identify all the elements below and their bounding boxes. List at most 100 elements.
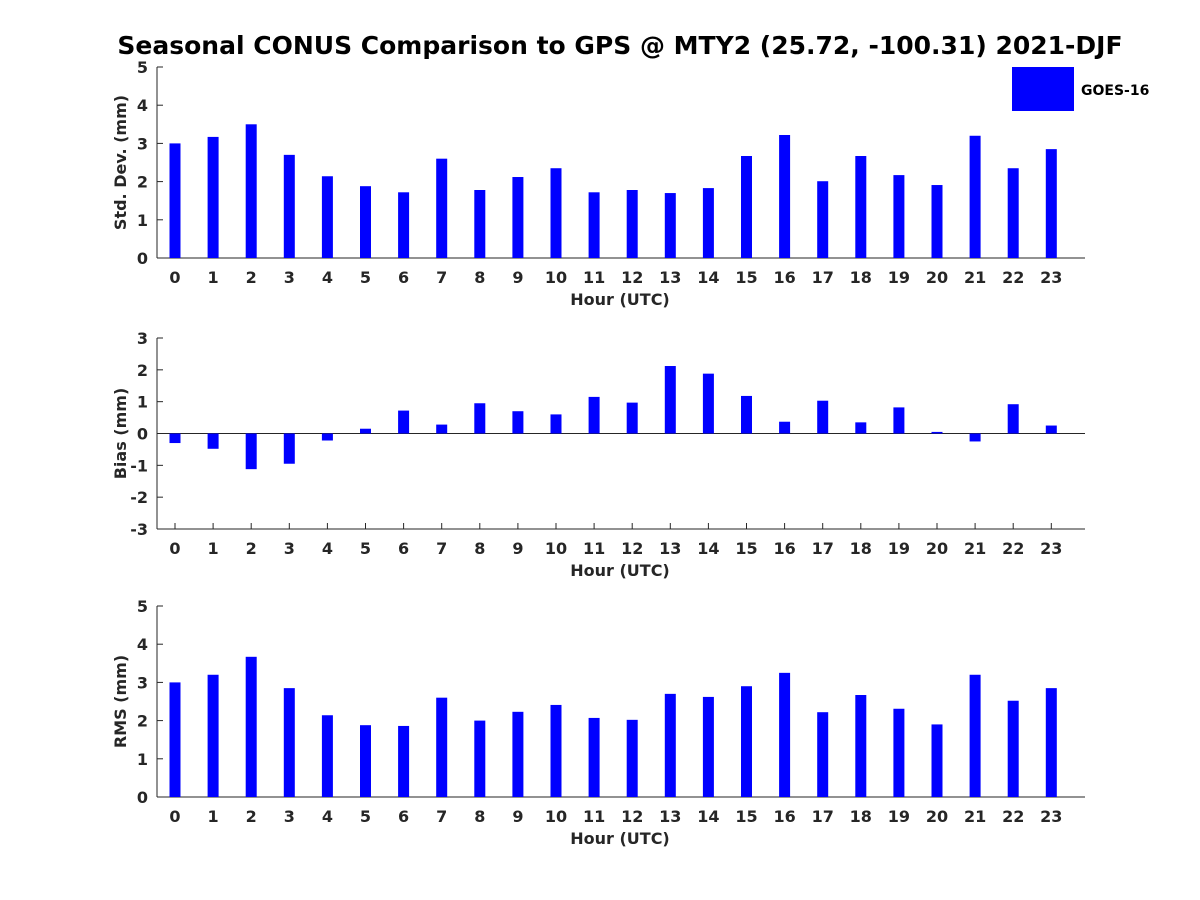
bias-bar (626, 402, 638, 434)
std-bar (1045, 149, 1057, 258)
std-ylabel: Std. Dev. (mm) (111, 95, 130, 230)
rms-xtick-label: 1 (208, 807, 219, 826)
bias-xtick-label: 21 (964, 539, 986, 558)
rms-xtick-label: 23 (1040, 807, 1062, 826)
bias-xtick-label: 9 (512, 539, 523, 558)
rms-xtick-label: 21 (964, 807, 986, 826)
rms-xtick-label: 16 (773, 807, 795, 826)
bias-xtick-label: 18 (850, 539, 872, 558)
rms-bar (474, 720, 486, 797)
rms-xtick-label: 11 (583, 807, 605, 826)
std-xtick-label: 21 (964, 268, 986, 287)
rms-bar (398, 725, 410, 797)
rms-bar (207, 674, 219, 797)
bias-xtick-label: 6 (398, 539, 409, 558)
rms-bar (321, 715, 333, 797)
rms-ytick-label: 5 (137, 597, 148, 616)
bias-bar (1007, 404, 1019, 434)
std-bar (360, 186, 371, 258)
rms-bar (360, 725, 371, 797)
bias-bar (169, 433, 181, 444)
rms-bar (626, 719, 638, 797)
bias-bar (283, 433, 295, 464)
std-xtick-label: 7 (436, 268, 447, 287)
std-bar (512, 177, 524, 258)
std-bar (931, 185, 943, 258)
bias-bar (817, 400, 829, 434)
rms-xtick-label: 4 (322, 807, 333, 826)
std-ytick-label: 1 (137, 211, 148, 230)
bias-bar (702, 373, 714, 434)
bias-xtick-label: 4 (322, 539, 333, 558)
std-xtick-label: 0 (169, 268, 180, 287)
bias-bar (931, 431, 943, 434)
rms-bar (283, 688, 295, 797)
std-xtick-label: 13 (659, 268, 681, 287)
rms-xtick-label: 5 (360, 807, 371, 826)
rms-xlabel: Hour (UTC) (570, 829, 670, 848)
rms-xtick-label: 13 (659, 807, 681, 826)
rms-xtick-label: 2 (246, 807, 257, 826)
rms-bar (436, 697, 448, 797)
bias-xtick-label: 13 (659, 539, 681, 558)
bias-ytick-label: -3 (130, 520, 148, 539)
bias-ytick-label: -1 (130, 456, 148, 475)
std-bar (702, 188, 714, 258)
std-xtick-label: 19 (888, 268, 910, 287)
bias-xtick-label: 14 (697, 539, 719, 558)
bias-bar (969, 433, 981, 442)
bias-xtick-label: 19 (888, 539, 910, 558)
bias-xtick-label: 2 (246, 539, 257, 558)
std-bar (741, 156, 752, 258)
std-xtick-label: 6 (398, 268, 409, 287)
rms-xtick-label: 8 (474, 807, 485, 826)
std-bar (398, 192, 410, 258)
rms-bar (588, 717, 600, 797)
bias-bar (245, 433, 257, 470)
rms-bar (1007, 700, 1019, 797)
std-ytick-label: 0 (137, 249, 148, 268)
bias-xtick-label: 1 (208, 539, 219, 558)
rms-bar (931, 724, 943, 797)
std-bar (436, 158, 448, 258)
legend-swatch (1012, 67, 1074, 111)
bias-xlabel: Hour (UTC) (570, 561, 670, 580)
rms-bar (169, 682, 181, 797)
std-xtick-label: 5 (360, 268, 371, 287)
bias-bar (207, 433, 219, 449)
bias-bar (398, 410, 410, 434)
bias-xtick-label: 20 (926, 539, 948, 558)
std-bar (169, 143, 181, 258)
std-xtick-label: 12 (621, 268, 643, 287)
bias-ytick-label: 0 (137, 425, 148, 444)
bias-bar (436, 424, 448, 434)
rms-bar (702, 696, 714, 797)
std-xtick-label: 17 (812, 268, 834, 287)
rms-ytick-label: 0 (137, 788, 148, 807)
std-bar (626, 190, 638, 258)
std-bar (893, 175, 905, 258)
bias-bar (512, 411, 524, 434)
bias-bar (550, 414, 562, 434)
rms-ylabel: RMS (mm) (111, 655, 130, 748)
rms-xtick-label: 18 (850, 807, 872, 826)
bias-ylabel: Bias (mm) (111, 388, 130, 480)
rms-bar (512, 711, 524, 797)
bias-xtick-label: 10 (545, 539, 567, 558)
bias-ytick-label: 2 (137, 361, 148, 380)
rms-xtick-label: 9 (512, 807, 523, 826)
bias-xtick-label: 8 (474, 539, 485, 558)
std-ytick-label: 5 (137, 58, 148, 77)
std-xtick-label: 9 (512, 268, 523, 287)
rms-xtick-label: 12 (621, 807, 643, 826)
std-bar (855, 156, 867, 258)
bias-bar (1045, 425, 1057, 434)
std-bar (779, 134, 791, 258)
bias-bar (474, 403, 486, 434)
rms-ytick-label: 3 (137, 673, 148, 692)
rms-bar (1045, 688, 1057, 797)
bias-bar (588, 396, 600, 434)
